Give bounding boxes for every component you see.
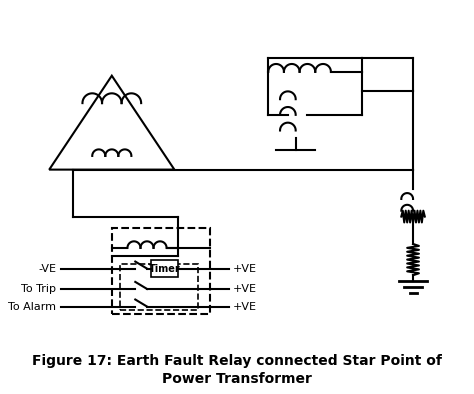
Text: +VE: +VE [233, 264, 257, 273]
Bar [119, 264, 198, 310]
Text: +VE: +VE [233, 284, 257, 294]
Text: Timer: Timer [149, 264, 181, 273]
Text: Power Transformer: Power Transformer [162, 372, 312, 386]
Text: To Alarm: To Alarm [8, 301, 56, 312]
Bar [112, 228, 210, 314]
Bar [151, 260, 178, 277]
Text: Figure 17: Earth Fault Relay connected Star Point of: Figure 17: Earth Fault Relay connected S… [32, 354, 442, 368]
Text: +VE: +VE [233, 301, 257, 312]
Text: To Trip: To Trip [21, 284, 56, 294]
Text: -VE: -VE [38, 264, 56, 273]
